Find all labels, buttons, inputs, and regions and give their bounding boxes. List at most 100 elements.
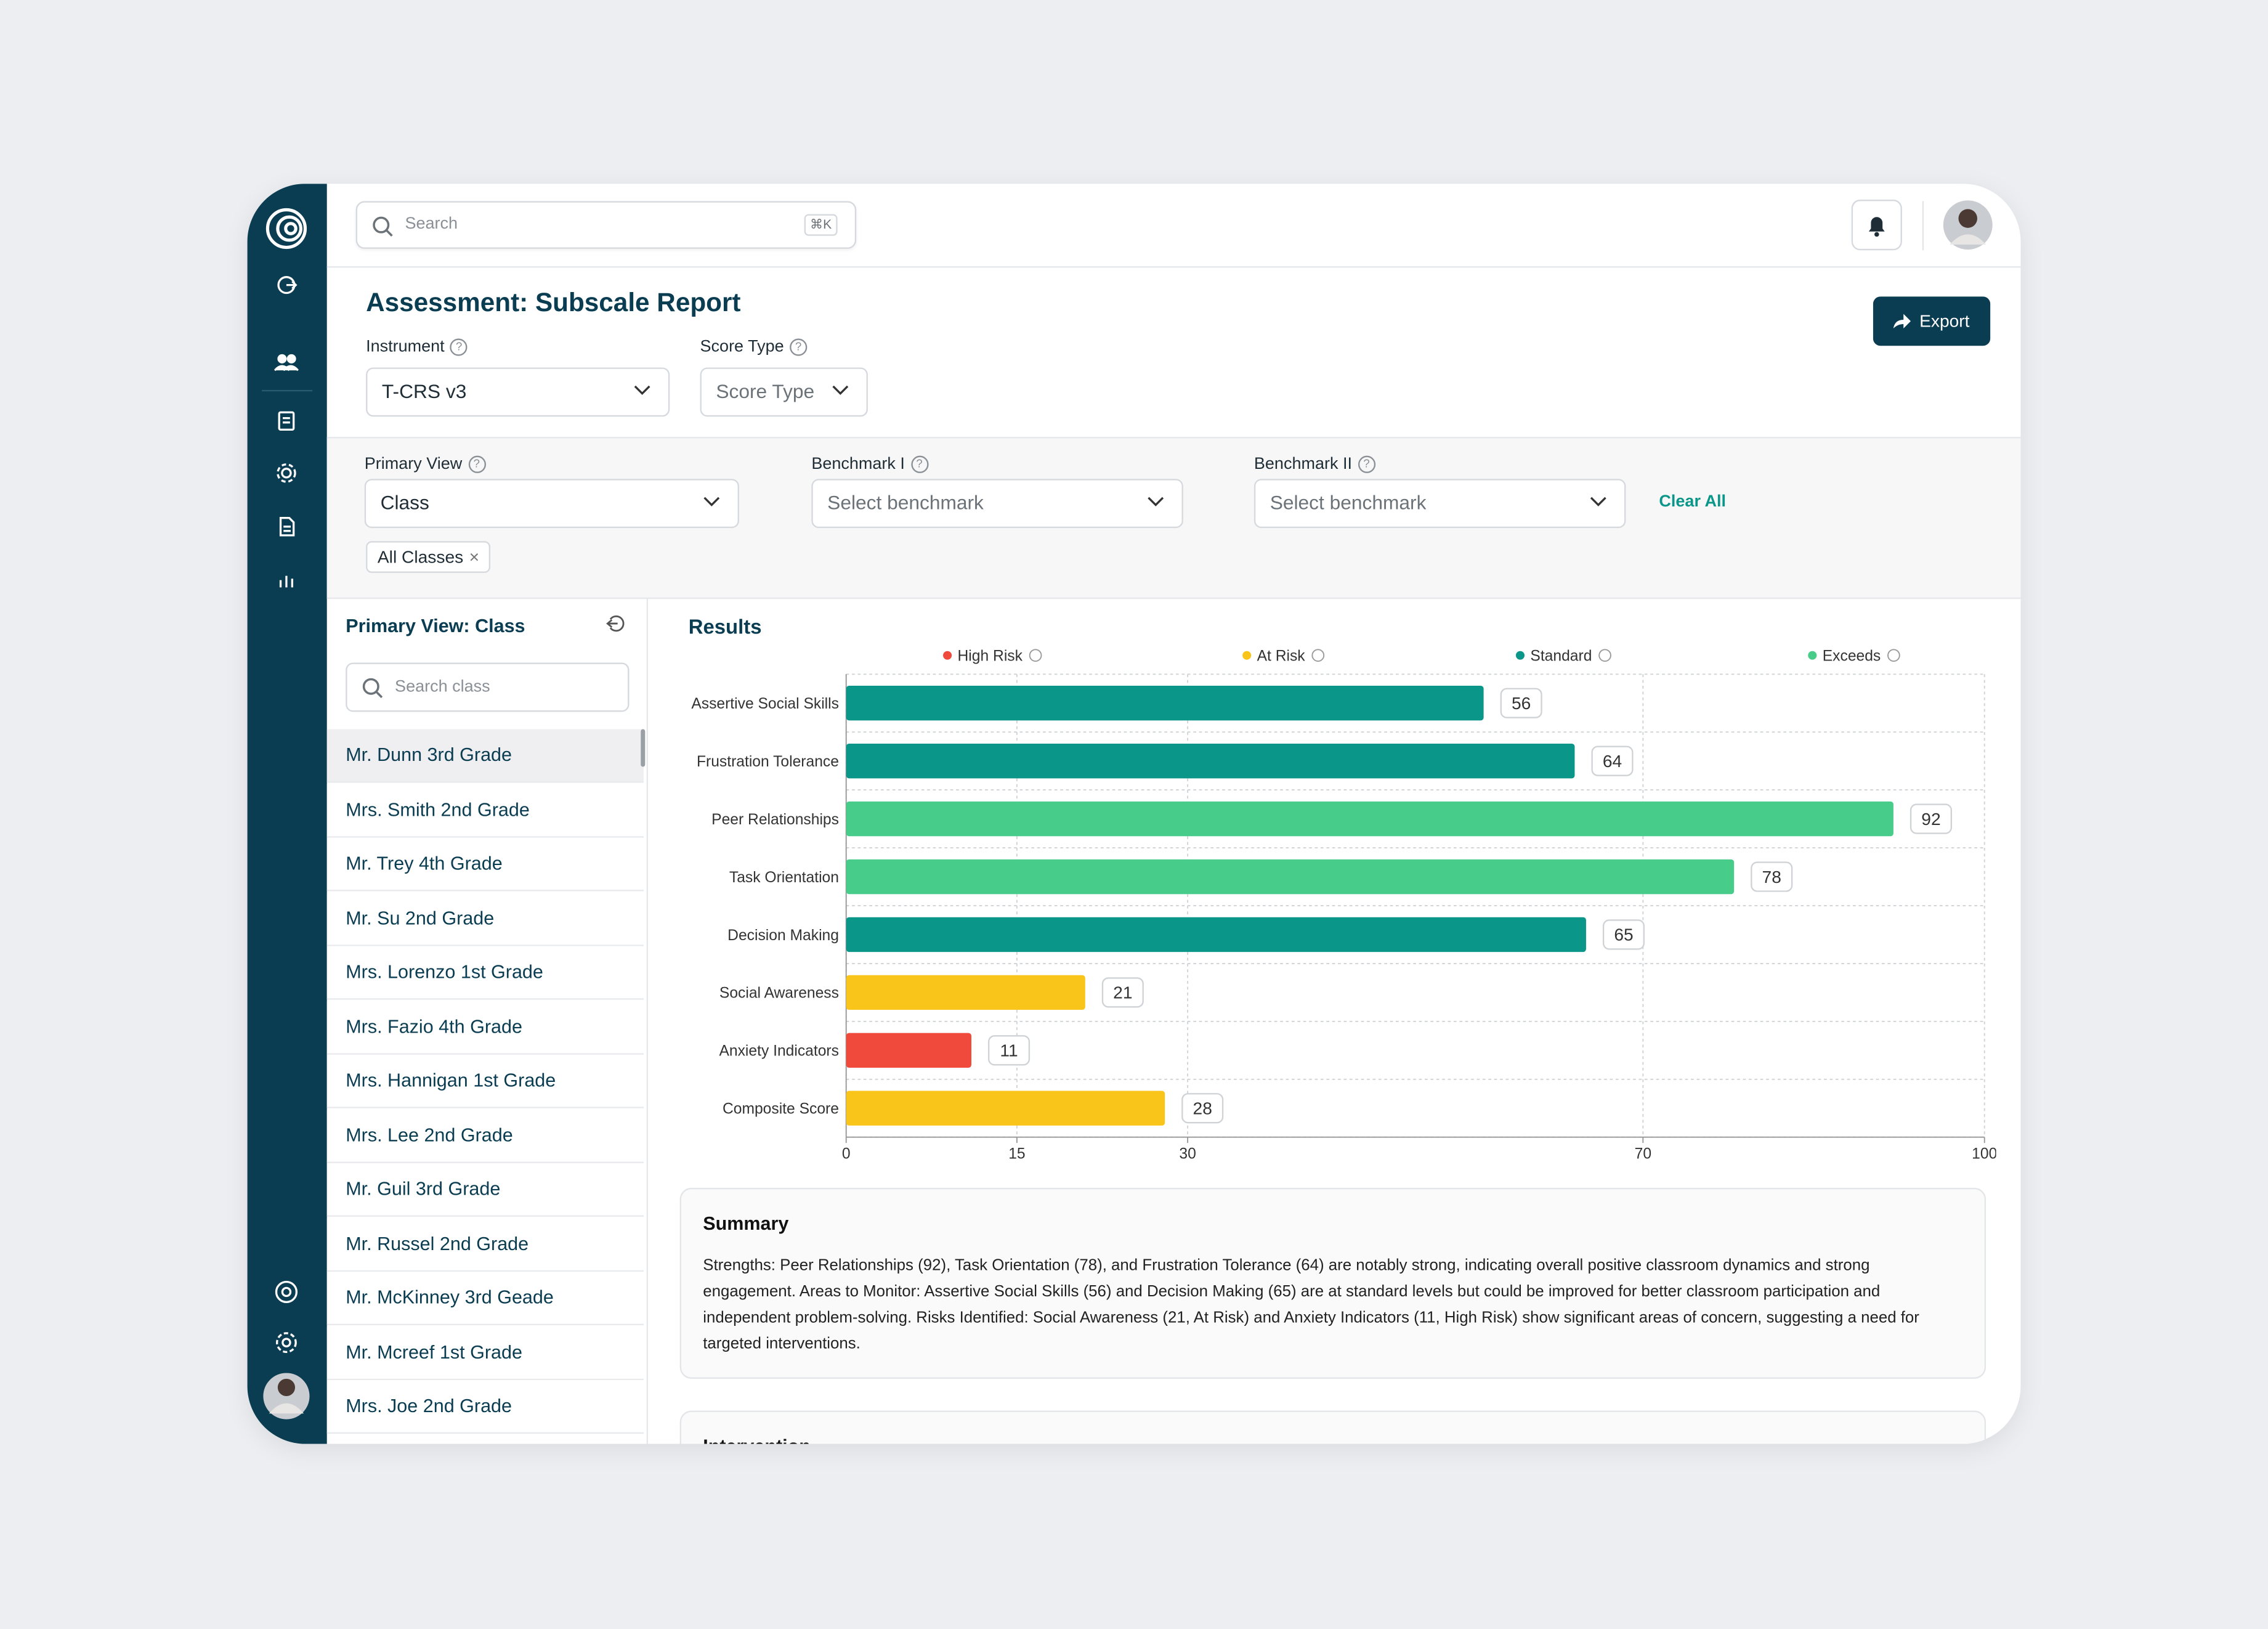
class-item[interactable]: Mrs. Lorenzo 1st Grade <box>326 946 644 1000</box>
value-label-box <box>1602 919 1645 950</box>
class-search[interactable]: Search class <box>346 662 630 712</box>
bar <box>846 801 1893 837</box>
field-label: Instrument? <box>366 338 468 356</box>
filter-chip[interactable]: All Classes × <box>366 541 491 573</box>
summary-card: Summary Strengths: Peer Relationships (9… <box>679 1187 1987 1379</box>
y-tick-label: Assertive Social Skills <box>691 696 839 712</box>
class-item[interactable]: Mr. Trey 4th Grade <box>326 837 644 892</box>
help-icon <box>1598 649 1611 662</box>
help-icon[interactable]: ? <box>450 338 468 356</box>
clear-all-link[interactable]: Clear All <box>1659 493 1726 511</box>
bar <box>846 975 1085 1010</box>
value-label-box <box>1181 1093 1224 1124</box>
class-item[interactable]: Mr. Su 2nd Grade <box>326 892 644 946</box>
panel-title: Primary View: Class <box>346 614 525 637</box>
bar <box>846 686 1484 721</box>
class-item[interactable]: Mrs. Fazio 4th Grade <box>326 1000 644 1054</box>
class-item[interactable]: Mrs. Smith 2nd Grade <box>326 783 644 837</box>
search-placeholder: Search <box>405 215 458 234</box>
dropdown-value: Select benchmark <box>827 492 984 514</box>
class-item[interactable]: Mrs. Lee 2nd Grade <box>326 1108 644 1163</box>
help-icon <box>1311 649 1325 662</box>
help-icon[interactable]: ? <box>1358 455 1375 473</box>
legend-label: High Risk <box>958 648 1023 665</box>
dropdown-value: Score Type <box>716 380 815 402</box>
search-box[interactable]: Search ⌘K <box>355 201 857 249</box>
bar <box>846 917 1586 953</box>
primary-view-dropdown[interactable]: Class <box>364 479 739 529</box>
value-label-box <box>1751 861 1793 892</box>
x-tick-label: 0 <box>842 1145 851 1162</box>
value-label: 21 <box>1113 983 1132 1002</box>
score-type-dropdown[interactable]: Score Type <box>700 367 868 417</box>
value-label-box <box>1500 688 1542 718</box>
y-tick-label: Task Orientation <box>729 869 839 886</box>
bar-chart: High Risk At Risk Standard Exceeds 0 15 30 70 10… <box>691 648 1996 1163</box>
class-item[interactable]: Mr. Mcreef 1st Grade <box>326 1326 644 1380</box>
intervention-card: Intervention <box>679 1410 1987 1444</box>
summary-text: Strengths: Peer Relationships (92), Task… <box>703 1257 1919 1353</box>
class-item[interactable]: Mr. McKinney 3rd Geade <box>326 1272 644 1325</box>
page-title: Assessment: Subscale Report <box>366 288 741 317</box>
divider <box>1922 201 1924 251</box>
y-tick-label: Decision Making <box>727 927 839 944</box>
help-icon <box>1887 649 1900 662</box>
value-label: 78 <box>1762 867 1781 887</box>
divider <box>326 266 2021 268</box>
y-tick-label: Anxiety Indicators <box>719 1043 838 1060</box>
help-icon[interactable]: ? <box>790 338 808 356</box>
class-list: Mr. Dunn 3rd Grade Mrs. Smith 2nd Grade Mr… <box>326 729 647 1444</box>
value-label-box <box>1101 977 1144 1008</box>
dropdown-value: Select benchmark <box>1270 492 1427 514</box>
sidebar-icons <box>262 208 313 1420</box>
value-label-box <box>1591 745 1634 776</box>
share-icon <box>1893 314 1911 329</box>
chip-remove[interactable]: × <box>469 546 480 567</box>
label-text: Benchmark II <box>1253 455 1352 473</box>
user-avatar[interactable] <box>1943 200 1993 250</box>
value-label: 56 <box>1512 693 1531 713</box>
summary-title: Summary <box>703 1212 789 1235</box>
legend-swatch <box>1242 651 1252 660</box>
x-tick-label: 70 <box>1635 1145 1651 1162</box>
intervention-title: Intervention <box>703 1435 811 1444</box>
value-label: 92 <box>1921 809 1940 829</box>
field-label: Primary View? <box>365 455 485 473</box>
y-tick-label: Peer Relationships <box>711 811 839 828</box>
bar <box>846 1033 971 1068</box>
field-label: Benchmark I? <box>811 455 928 473</box>
class-item[interactable]: Mr. Guil 3rd Grade <box>326 1163 644 1217</box>
class-item[interactable]: Mrs. Joe 2nd Grade <box>326 1380 644 1434</box>
notifications-button[interactable] <box>1851 200 1902 251</box>
legend-label: At Risk <box>1257 648 1306 665</box>
legend-label: Standard <box>1530 648 1592 665</box>
collapse-icon[interactable] <box>605 612 628 635</box>
class-item[interactable]: Mr. Russel 2nd Grade <box>326 1217 644 1271</box>
benchmark-2-dropdown[interactable]: Select benchmark <box>1253 479 1626 529</box>
class-item[interactable]: Mr. Dunn 3rd Grade <box>326 729 644 783</box>
field-label: Score Type? <box>700 338 808 356</box>
sidebar <box>247 184 327 1444</box>
class-panel: Primary View: Class Search class Mr. Dun… <box>326 597 648 1444</box>
export-button[interactable]: Export <box>1873 296 1991 346</box>
y-tick-label: Composite Score <box>723 1101 839 1118</box>
field-label: Benchmark II? <box>1253 455 1375 473</box>
class-item[interactable]: Mrs. Hannigan 1st Grade <box>326 1054 644 1108</box>
help-icon[interactable]: ? <box>910 455 928 473</box>
bar <box>846 743 1575 779</box>
instrument-dropdown[interactable]: T-CRS v3 <box>366 367 670 417</box>
scrollbar <box>641 729 646 767</box>
label-text: Score Type <box>700 338 784 356</box>
value-label-box <box>987 1035 1031 1066</box>
benchmark-1-dropdown[interactable]: Select benchmark <box>811 479 1183 529</box>
help-icon[interactable]: ? <box>468 455 485 473</box>
legend-swatch <box>1808 651 1817 660</box>
label-text: Instrument <box>366 338 445 356</box>
bell-icon <box>1868 217 1885 237</box>
export-label: Export <box>1919 311 1970 331</box>
legend-swatch <box>1515 651 1525 660</box>
value-label: 64 <box>1603 751 1622 771</box>
app-window: Search ⌘K Assessment: Subscale Report Ex… <box>247 184 2021 1444</box>
chevron <box>703 497 720 506</box>
